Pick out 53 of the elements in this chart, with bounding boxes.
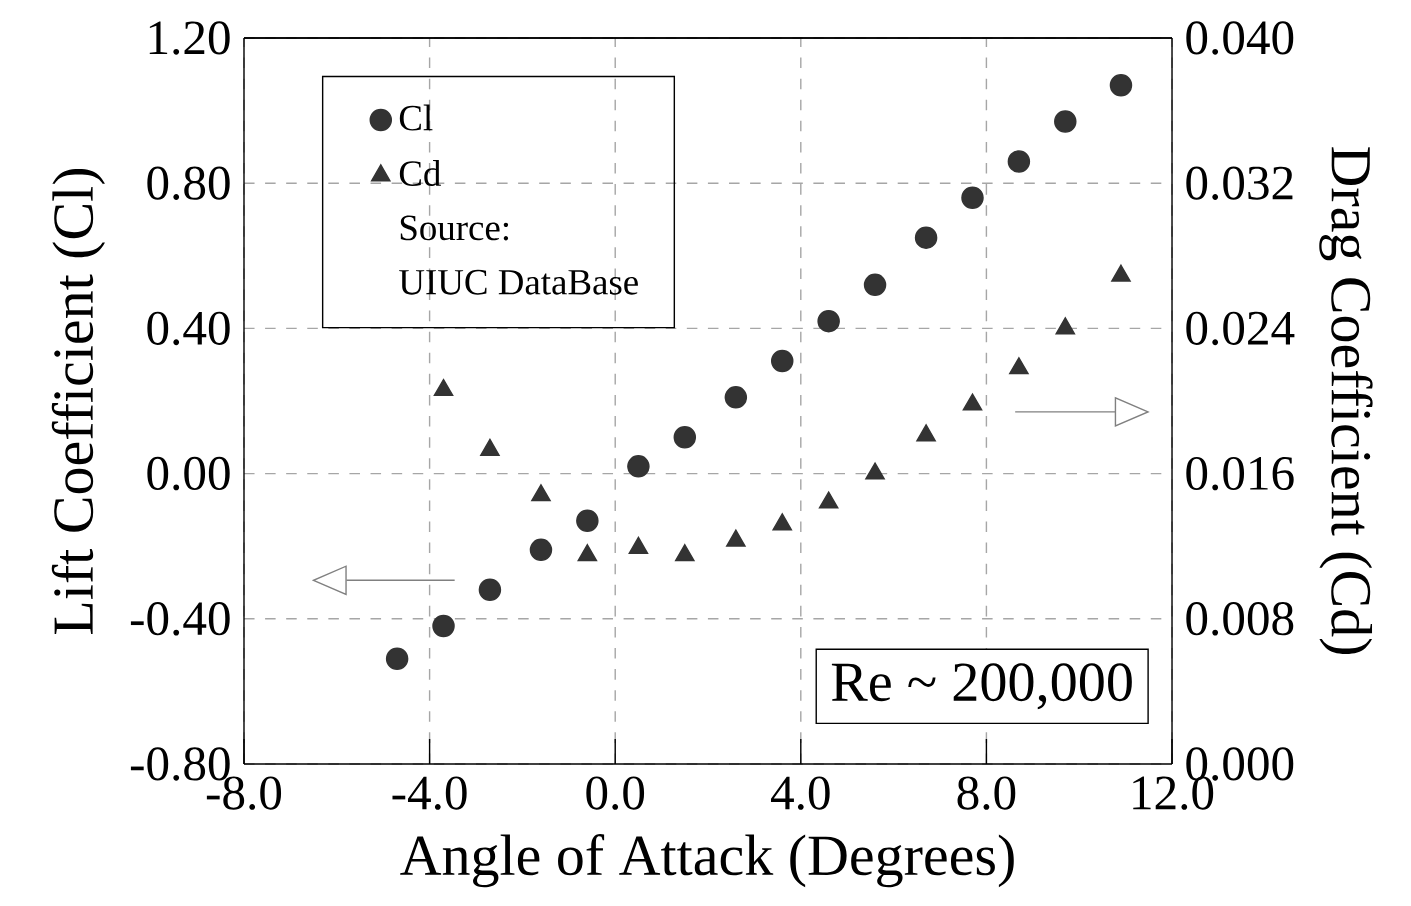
point (865, 462, 885, 480)
point (772, 513, 793, 531)
y2-tick-label: 0.024 (1186, 311, 1295, 346)
y-tick-label: 0.00 (147, 456, 230, 491)
point (962, 393, 983, 411)
y-axis-title: Lift Coefficient (Cl) (51, 168, 105, 634)
annotation: Re ~ 200,000 (831, 663, 1132, 710)
annotation: Source: (400, 215, 509, 241)
point (1007, 150, 1031, 173)
y2-tick-label: 0.040 (1186, 21, 1294, 55)
point (863, 273, 887, 297)
y2-axis-title: Drag Coefficient (Cd) (1319, 147, 1373, 654)
x-tick-label: -4.0 (392, 776, 467, 810)
point (916, 424, 936, 442)
point (577, 544, 598, 562)
point (914, 226, 938, 249)
point (576, 509, 599, 533)
y2-tick-label: 0.016 (1186, 456, 1294, 491)
y-tick-label: -0.40 (130, 602, 230, 636)
point (432, 614, 455, 638)
y2-tick-label: 0.008 (1186, 602, 1294, 636)
y2-tick-label: 0.032 (1186, 166, 1293, 200)
point (724, 386, 748, 409)
x-tick-label: 0.0 (586, 776, 645, 810)
point (478, 578, 502, 602)
point (480, 438, 500, 456)
y-tick-label: 1.20 (149, 21, 230, 55)
point (627, 455, 650, 478)
point (770, 349, 794, 373)
point (817, 309, 840, 333)
point (433, 378, 454, 397)
point (818, 491, 839, 509)
point (674, 544, 695, 562)
point (961, 186, 984, 209)
y-tick-label: 0.40 (147, 311, 230, 346)
x-axis-title: Angle of Attack (Degrees) (400, 833, 1014, 888)
point (529, 538, 553, 562)
point (673, 426, 697, 449)
point (1111, 264, 1131, 282)
y-tick-label: 0.80 (147, 166, 230, 200)
point (628, 536, 649, 554)
point (1009, 357, 1029, 375)
point (1109, 73, 1133, 97)
point (726, 529, 746, 547)
legend-label: Cd (399, 160, 441, 187)
x-tick-label: 4.0 (770, 776, 830, 810)
x-tick-label: 8.0 (957, 776, 1016, 810)
point (1054, 110, 1077, 133)
legend-label: Cl (399, 104, 433, 131)
point (1055, 317, 1076, 335)
point (385, 647, 409, 670)
annotation: UIUC DataBase (399, 269, 638, 295)
point (531, 484, 551, 502)
